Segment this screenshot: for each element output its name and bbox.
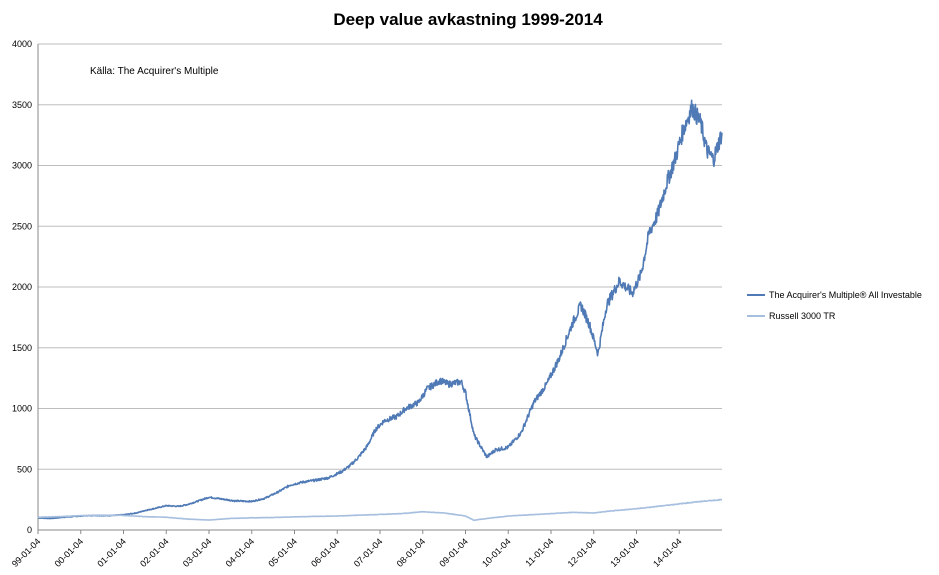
x-tick-label: 99-01-04 (10, 536, 43, 569)
y-tick-label: 3500 (12, 100, 32, 110)
x-tick-label: 02-01-04 (138, 536, 171, 569)
x-tick-label: 05-01-04 (266, 536, 299, 569)
y-tick-label: 2500 (12, 221, 32, 231)
x-tick-label: 09-01-04 (437, 536, 470, 569)
x-tick-label: 03-01-04 (181, 536, 214, 569)
y-tick-label: 0 (27, 525, 32, 535)
series-line-1 (37, 498, 723, 522)
source-annotation: Källa: The Acquirer's Multiple (90, 66, 219, 77)
y-tick-label: 3000 (12, 161, 32, 171)
x-tick-label: 11-01-04 (523, 536, 555, 568)
x-tick-labels: 99-01-04 00-01-04 01-01-04 02-01-04 03-01-04… (10, 530, 684, 569)
y-tick-label: 2000 (12, 282, 32, 292)
series-lines (37, 99, 723, 522)
chart-title: Deep value avkastning 1999-2014 (333, 10, 603, 29)
x-tick-label: 04-01-04 (224, 536, 257, 569)
y-tick-labels: 0 500 1000 1500 2000 2500 3000 3500 4000 (12, 39, 32, 535)
y-tick-label: 500 (17, 464, 32, 474)
x-tick-label: 01-01-04 (95, 536, 128, 569)
legend-label-1: Russell 3000 TR (769, 311, 836, 321)
x-tick-label: 07-01-04 (352, 536, 385, 569)
legend: The Acquirer's Multiple® All Investable R… (747, 290, 922, 321)
gridlines (38, 43, 722, 470)
y-tick-label: 1000 (12, 404, 32, 414)
x-tick-label: 12-01-04 (566, 536, 599, 569)
x-tick-label: 06-01-04 (309, 536, 342, 569)
x-tick-label: 08-01-04 (395, 536, 428, 569)
x-tick-label: 10-01-04 (480, 536, 513, 569)
x-tick-label: 00-01-04 (53, 536, 86, 569)
x-tick-label: 14-01-04 (651, 536, 684, 569)
x-tick-label: 13-01-04 (608, 536, 641, 569)
y-tick-label: 1500 (12, 343, 32, 353)
y-tick-label: 4000 (12, 39, 32, 49)
series-line-0 (37, 99, 723, 520)
legend-label-0: The Acquirer's Multiple® All Investable (769, 290, 922, 300)
